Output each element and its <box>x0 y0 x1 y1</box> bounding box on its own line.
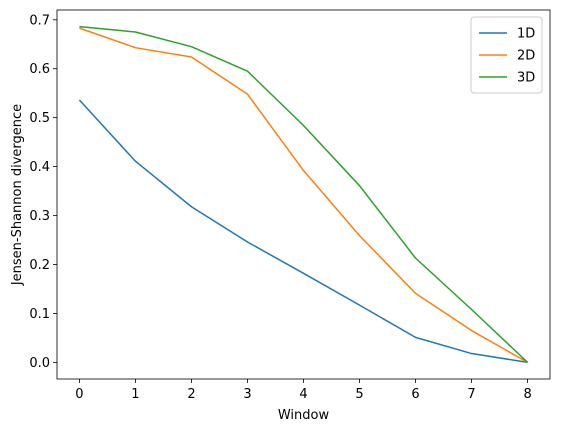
series-layer <box>78 25 529 364</box>
legend-label-3d: 3D <box>517 71 535 86</box>
x-tick-label: 6 <box>411 387 419 402</box>
ticks-layer: 0 1 2 3 4 5 6 7 8 0.0 0.1 0.2 0.3 0.4 0.5 0.6 0.7 <box>29 13 531 402</box>
x-tick-label: 7 <box>467 387 475 402</box>
series-line-3d <box>79 25 529 363</box>
series-line-1d <box>78 99 528 364</box>
legend: 1D 2D 3D <box>470 16 543 94</box>
x-tick-label: 0 <box>75 387 83 402</box>
y-tick-label: 0.3 <box>29 209 50 224</box>
x-tick-label: 5 <box>355 387 363 402</box>
y-tick-label: 0.1 <box>29 307 50 322</box>
x-axis-label: Window <box>278 408 330 423</box>
legend-label-1d: 1D <box>517 27 535 42</box>
y-tick-label: 0.5 <box>29 111 50 126</box>
x-tick-label: 8 <box>523 387 531 402</box>
y-tick-label: 0.6 <box>29 62 50 77</box>
x-tick-label: 2 <box>187 387 195 402</box>
y-tick-label: 0.4 <box>29 160 50 175</box>
x-tick-label: 1 <box>131 387 139 402</box>
y-tick-label: 0.2 <box>29 258 50 273</box>
legend-label-2d: 2D <box>517 49 535 64</box>
x-tick-label: 4 <box>299 387 307 402</box>
y-tick-label: 0.0 <box>29 356 50 371</box>
y-tick-label: 0.7 <box>29 13 50 28</box>
series-line-2d <box>79 27 528 364</box>
y-axis-label: Jensen-Shannon divergence <box>10 104 25 286</box>
x-tick-label: 3 <box>243 387 251 402</box>
